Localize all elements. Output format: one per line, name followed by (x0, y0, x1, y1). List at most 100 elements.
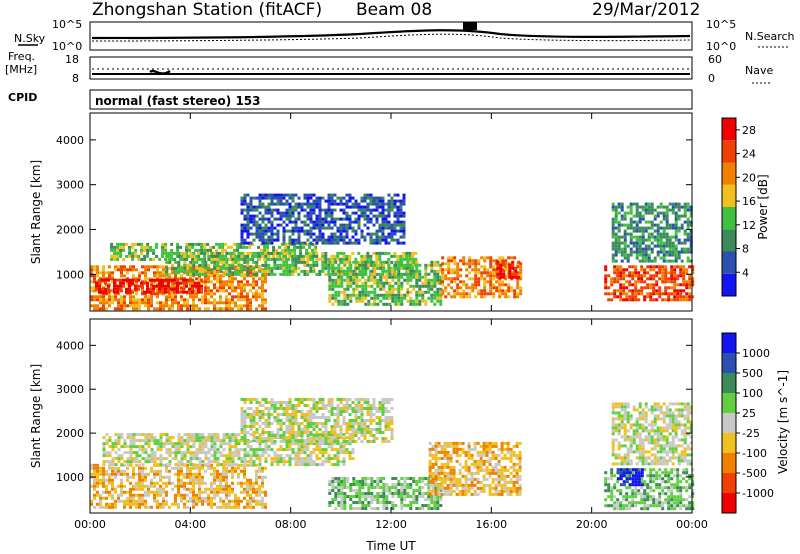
range-gate-cell (122, 257, 126, 261)
range-gate-cell (306, 422, 310, 425)
range-gate-cell (650, 235, 654, 239)
range-gate-cell (228, 298, 231, 302)
range-gate-cell (671, 241, 675, 245)
range-gate-cell (336, 202, 340, 206)
range-gate-cell (185, 284, 188, 288)
range-gate-cell (258, 487, 261, 491)
range-gate-cell (670, 268, 674, 272)
range-gate-cell (185, 242, 189, 246)
range-gate-cell (367, 284, 371, 288)
range-gate-cell (650, 241, 654, 245)
range-gate-cell (213, 283, 216, 287)
range-gate-cell (674, 223, 678, 227)
range-gate-cell (414, 251, 418, 255)
range-gate-cell (291, 404, 295, 407)
range-gate-cell (324, 422, 328, 425)
range-gate-cell (98, 290, 101, 294)
range-gate-cell (409, 296, 413, 300)
range-gate-cell (474, 283, 478, 287)
range-gate-cell (439, 278, 443, 282)
range-gate-cell (318, 437, 322, 440)
range-gate-cell (132, 466, 135, 470)
range-gate-cell (141, 463, 145, 467)
range-gate-cell (393, 251, 397, 255)
range-gate-cell (620, 217, 624, 221)
range-gate-cell (189, 436, 193, 440)
range-gate-cell (129, 490, 132, 494)
range-gate-cell (218, 257, 222, 261)
range-gate-cell (138, 493, 141, 497)
range-gate-cell (189, 445, 193, 449)
range-gate-cell (662, 259, 666, 263)
range-gate-cell (331, 302, 335, 306)
range-gate-cell (219, 289, 222, 293)
range-gate-cell (291, 431, 295, 434)
range-gate-cell (297, 260, 301, 264)
range-gate-cell (249, 283, 252, 287)
range-gate-cell (604, 277, 608, 281)
range-gate-cell (328, 281, 332, 285)
range-gate-cell (311, 257, 315, 261)
range-gate-cell (519, 277, 523, 281)
range-gate-cell (388, 296, 392, 300)
range-gate-cell (306, 263, 310, 267)
range-gate-cell (367, 302, 371, 306)
range-gate-cell (108, 493, 111, 497)
range-gate-cell (113, 287, 116, 291)
nsky-spike (463, 22, 477, 30)
range-gate-cell (399, 205, 403, 209)
range-gate-cell (264, 425, 268, 428)
range-gate-cell (243, 472, 246, 476)
range-gate-cell (342, 196, 346, 200)
range-gate-cell (285, 217, 289, 221)
range-gate-cell (294, 217, 298, 221)
range-gate-cell (200, 251, 204, 255)
range-gate-cell (252, 232, 256, 236)
range-gate-cell (363, 205, 367, 209)
range-gate-cell (647, 202, 651, 206)
range-gate-cell (117, 442, 121, 446)
range-gate-cell (231, 436, 235, 440)
range-gate-cell (394, 293, 398, 297)
range-gate-cell (165, 304, 168, 308)
range-gate-cell (198, 266, 202, 270)
range-gate-cell (261, 490, 264, 494)
range-gate-cell (683, 250, 687, 254)
range-gate-cell (306, 251, 310, 255)
range-gate-cell (340, 302, 344, 306)
range-gate-cell (668, 208, 672, 212)
freq-tick-top: 18 (65, 53, 79, 66)
range-gate-cell (282, 410, 286, 413)
range-gate-cell (288, 401, 292, 404)
range-gate-cell (243, 437, 247, 440)
range-gate-cell (302, 245, 306, 249)
range-gate-cell (246, 211, 250, 215)
range-gate-cell (682, 271, 686, 275)
range-gate-cell (246, 460, 250, 464)
range-gate-cell (153, 442, 157, 446)
range-gate-cell (213, 286, 216, 290)
range-gate-cell (333, 419, 337, 422)
range-gate-cell (225, 457, 229, 461)
range-gate-cell (126, 445, 130, 449)
range-gate-cell (436, 299, 440, 303)
range-gate-cell (243, 229, 247, 233)
range-gate-cell (345, 202, 349, 206)
range-gate-cell (288, 416, 292, 419)
range-gate-cell (631, 295, 635, 299)
range-gate-cell (513, 295, 517, 299)
range-gate-cell (279, 217, 283, 221)
range-gate-cell (134, 284, 137, 288)
range-gate-cell (264, 277, 267, 281)
range-gate-cell (405, 257, 409, 261)
range-gate-cell (489, 277, 493, 281)
range-gate-cell (120, 295, 123, 299)
range-gate-cell (640, 265, 644, 269)
range-gate-cell (249, 478, 252, 482)
range-gate-cell (122, 248, 126, 252)
range-gate-cell (213, 442, 217, 446)
range-gate-cell (664, 271, 668, 275)
range-gate-cell (249, 241, 253, 245)
range-gate-cell (246, 502, 249, 506)
range-gate-cell (288, 457, 292, 461)
